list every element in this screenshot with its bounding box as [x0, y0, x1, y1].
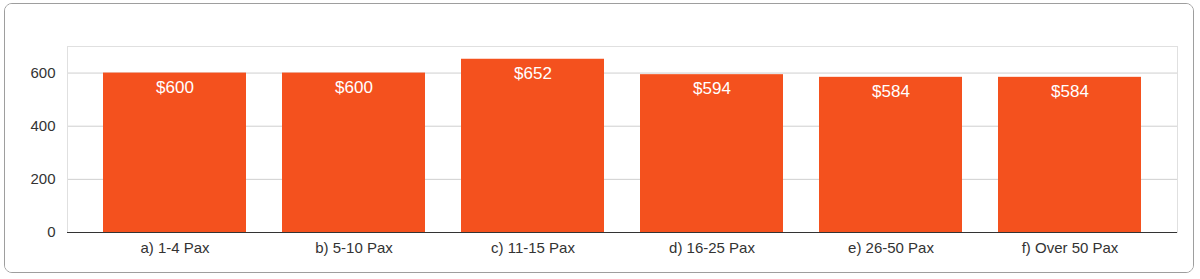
svg-text:b) 5-10 Pax: b) 5-10 Pax — [315, 239, 393, 256]
svg-text:400: 400 — [30, 117, 55, 134]
svg-text:$584: $584 — [1051, 82, 1089, 101]
svg-text:a) 1-4 Pax: a) 1-4 Pax — [140, 239, 210, 256]
svg-text:200: 200 — [30, 170, 55, 187]
svg-text:e) 26-50 Pax: e) 26-50 Pax — [848, 239, 934, 256]
svg-text:c) 11-15 Pax: c) 11-15 Pax — [491, 239, 575, 256]
svg-text:d) 16-25 Pax: d) 16-25 Pax — [669, 239, 755, 256]
svg-text:$584: $584 — [872, 82, 910, 101]
svg-text:600: 600 — [30, 64, 55, 81]
svg-text:$600: $600 — [335, 78, 373, 97]
svg-text:0: 0 — [47, 223, 55, 240]
svg-text:f) Over 50 Pax: f) Over 50 Pax — [1022, 239, 1119, 256]
svg-text:$600: $600 — [156, 78, 194, 97]
svg-text:$652: $652 — [514, 64, 552, 83]
svg-text:$594: $594 — [693, 79, 731, 98]
